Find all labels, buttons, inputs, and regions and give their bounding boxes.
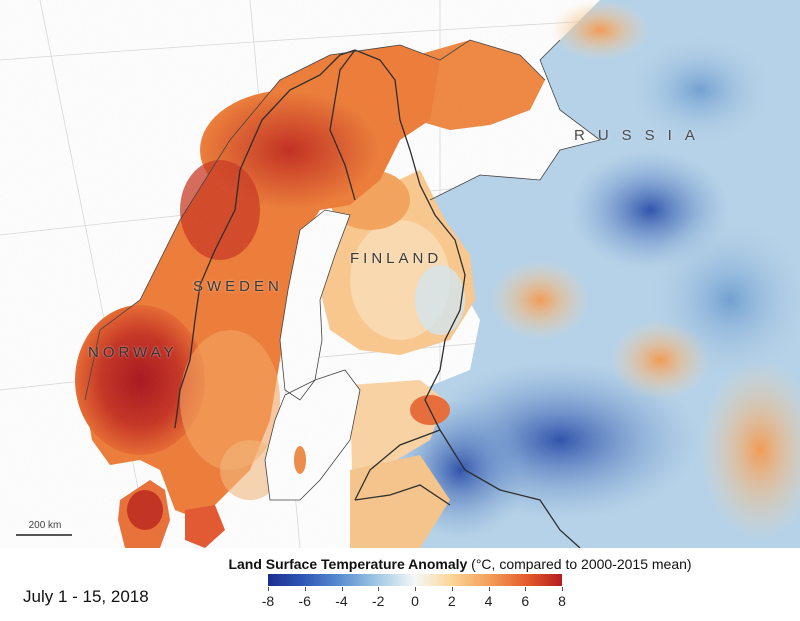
temperature-anomaly-map bbox=[0, 0, 800, 548]
date-label: July 1 - 15, 2018 bbox=[23, 587, 149, 606]
color-scale-tick-label: -8 bbox=[261, 593, 275, 609]
color-scale-tick-label: 4 bbox=[484, 593, 493, 609]
color-scale-tick-mark bbox=[488, 587, 490, 591]
color-scale-tick-mark bbox=[268, 587, 269, 591]
country-borders bbox=[174, 49, 581, 548]
color-scale-tick-mark bbox=[415, 587, 416, 591]
scale-bar-label: 200 km bbox=[28, 520, 62, 531]
legend-units: (°C, compared to 2000-2015 mean) bbox=[471, 556, 692, 572]
norway-label: NORWAY bbox=[88, 344, 178, 361]
color-scale-tick-label: 6 bbox=[521, 593, 530, 609]
color-scale-tick-label: 2 bbox=[447, 593, 456, 609]
color-scale-tick-label: 8 bbox=[558, 593, 566, 609]
coastlines bbox=[84, 39, 601, 501]
color-scale-tick-mark bbox=[378, 587, 380, 591]
color-scale-tick-mark bbox=[451, 587, 453, 591]
texture-overlay bbox=[0, 0, 800, 548]
color-scale-tick-label: -2 bbox=[372, 593, 385, 609]
color-scale-tick-mark bbox=[304, 587, 306, 591]
finland-label: FINLAND bbox=[350, 250, 443, 267]
russia-label: RUSSIA bbox=[574, 127, 708, 144]
color-scale-tick-label: -4 bbox=[335, 593, 348, 609]
color-scale-tick-mark bbox=[562, 587, 563, 591]
color-scale-tick-label: -6 bbox=[298, 593, 311, 609]
scale-bar: 200 km bbox=[16, 520, 74, 538]
color-scale-tick-label: 0 bbox=[411, 593, 419, 609]
legend-title: Land Surface Temperature Anomaly (°C, co… bbox=[120, 556, 800, 572]
color-scale-bar bbox=[268, 574, 562, 586]
legend-title-text: Land Surface Temperature Anomaly bbox=[228, 556, 468, 572]
sweden-label: SWEDEN bbox=[193, 278, 283, 295]
color-scale-tick-mark bbox=[525, 587, 527, 591]
scale-bar-line bbox=[16, 534, 72, 536]
color-scale-tick-mark bbox=[341, 587, 343, 591]
